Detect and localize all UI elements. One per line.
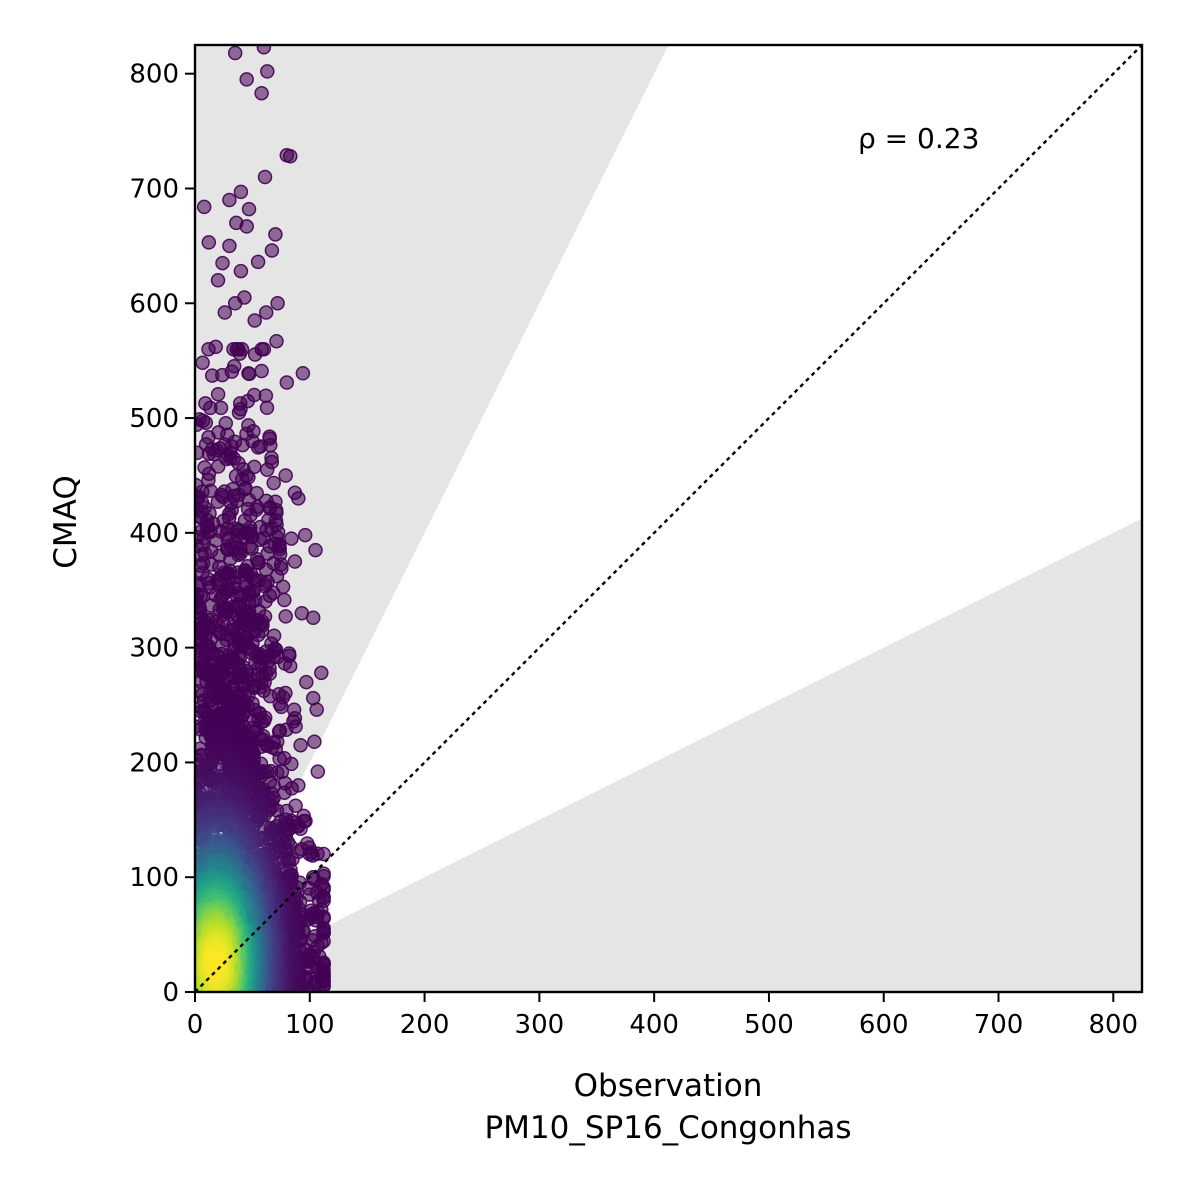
x-tick-label: 700	[974, 1010, 1024, 1040]
scatter-point	[247, 313, 262, 328]
x-tick-label: 800	[1088, 1010, 1138, 1040]
x-tick-label: 400	[629, 1010, 679, 1040]
scatter-point	[222, 192, 237, 208]
scatter-point	[223, 551, 238, 567]
x-tick-label: 300	[515, 1010, 565, 1040]
scatter-point	[233, 263, 249, 279]
y-tick-label: 100	[129, 863, 179, 893]
scatter-point	[210, 273, 226, 288]
scatter-point	[314, 665, 329, 681]
scatter-point	[302, 887, 317, 902]
y-axis-label: CMAQ	[48, 475, 84, 568]
y-tick-label: 0	[162, 978, 179, 1008]
scatter-point	[309, 702, 324, 717]
scatter-point	[254, 85, 269, 101]
scatter-point	[270, 296, 285, 311]
scatter-point	[310, 764, 326, 779]
scatter-point	[215, 367, 230, 383]
data-points	[195, 45, 331, 992]
scatter-point	[215, 255, 230, 271]
scatter-point	[295, 366, 311, 381]
y-tick-label: 400	[129, 519, 179, 549]
scatter-point	[272, 751, 287, 767]
scatter-point	[196, 199, 212, 215]
scatter-point	[227, 45, 243, 61]
correlation-annotation: ρ = 0.23	[858, 122, 979, 155]
scatter-point	[284, 531, 299, 546]
scatter-point	[237, 290, 252, 305]
scatter-point	[308, 542, 323, 558]
scatter-point	[268, 227, 283, 242]
scatter-point	[277, 592, 292, 608]
x-tick-label: 600	[859, 1010, 909, 1040]
scatter-point	[307, 734, 322, 750]
scatter-point	[256, 45, 272, 55]
x-tick-label: 200	[400, 1010, 450, 1040]
scatter-point	[254, 363, 269, 379]
scatter-point	[250, 440, 266, 455]
scatter-point	[278, 609, 293, 624]
x-tick-label: 100	[285, 1010, 335, 1040]
scatter-point	[299, 674, 314, 690]
y-tick-label: 600	[129, 289, 179, 319]
scatter-point	[283, 149, 298, 164]
scatter-point	[233, 184, 249, 200]
y-tick-label: 700	[129, 174, 179, 204]
x-axis: 0 100 200 300 400 500 600 700 800	[187, 992, 1138, 1040]
plot-frame	[193, 43, 1144, 994]
y-tick-label: 300	[129, 634, 179, 664]
x-axis-label-line1: Observation	[574, 1068, 763, 1104]
scatter-point	[210, 494, 226, 510]
scatter-point	[208, 954, 223, 970]
scatter-point	[247, 347, 263, 362]
scatter-point	[297, 527, 313, 543]
scatter-point	[241, 201, 257, 217]
scatter-point	[291, 491, 306, 506]
scatter-point	[264, 243, 280, 258]
x-tick-label: 500	[744, 1010, 794, 1040]
scatter-point	[201, 235, 217, 250]
y-tick-label: 800	[129, 60, 179, 90]
scatter-point	[294, 605, 310, 621]
scatter-point	[250, 254, 266, 270]
scatter-point	[266, 475, 281, 491]
scatter-point	[269, 333, 284, 349]
lower-shaded-region	[195, 518, 1142, 992]
y-axis: 0 100 200 300 400 500 600 700 800	[129, 60, 195, 1008]
scatter-point	[260, 64, 275, 79]
scatter-point	[203, 400, 218, 416]
scatter-point	[278, 468, 293, 483]
scatter-point	[195, 417, 204, 433]
scatter-point	[217, 305, 233, 320]
scatter-point	[201, 341, 216, 357]
scatter-point	[222, 238, 237, 254]
scatter-point	[293, 737, 308, 753]
upper-shaded-region	[195, 45, 669, 992]
y-tick-label: 200	[129, 748, 179, 778]
x-axis-label-line2: PM10_SP16_Congonhas	[484, 1110, 851, 1146]
scatter-point	[239, 72, 254, 87]
scatter-point	[242, 366, 257, 382]
scatter-point	[259, 400, 275, 416]
scatter-point	[231, 405, 247, 420]
scatter-point	[274, 699, 289, 715]
scatter-point	[239, 219, 254, 234]
scatter-point	[258, 305, 274, 320]
scatter-point	[210, 386, 226, 402]
scatter-point	[206, 446, 222, 462]
shaded-regions	[195, 45, 1142, 992]
scatter-point	[232, 346, 248, 361]
x-tick-label: 0	[187, 1010, 204, 1040]
scatter-point	[257, 169, 273, 185]
y-tick-label: 500	[129, 404, 179, 434]
scatter-point	[287, 554, 303, 569]
scatter-point	[259, 462, 275, 478]
scatter-point	[195, 355, 210, 370]
scatter-point	[279, 375, 295, 390]
